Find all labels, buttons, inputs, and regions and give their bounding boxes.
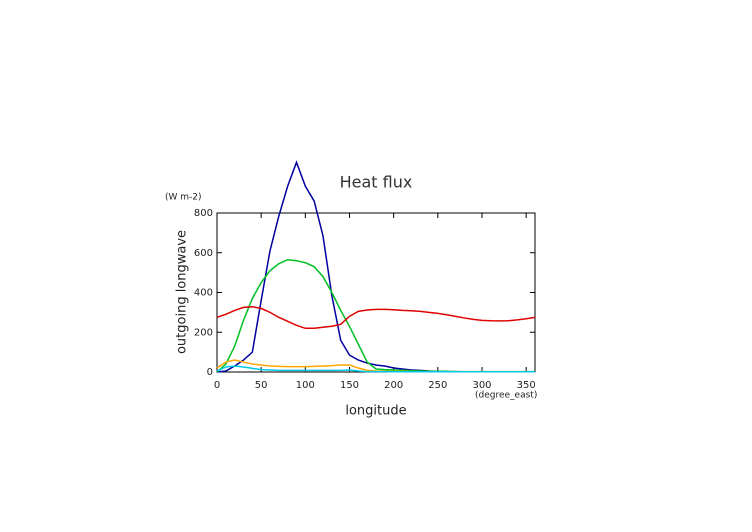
chart-title: Heat flux	[340, 173, 413, 192]
x-tick-label: 250	[428, 380, 447, 391]
x-tick-label: 50	[255, 380, 268, 391]
x-axis-label: longitude	[345, 404, 406, 419]
y-axis-label: outgoing longwave	[175, 230, 190, 354]
y-tick-label: 800	[194, 208, 213, 219]
series-line	[216, 160, 535, 373]
x-tick-label: 200	[384, 380, 403, 391]
x-tick-label: 100	[296, 380, 315, 391]
series-line	[216, 258, 535, 373]
y-tick-label: 200	[194, 327, 213, 338]
y-unit: (W m-2)	[165, 193, 202, 203]
x-unit: (degree_east)	[475, 391, 537, 401]
x-tick-label: 0	[214, 380, 220, 391]
x-tick-label: 150	[340, 380, 359, 391]
series-line	[216, 365, 535, 373]
x-tick-label: 300	[472, 380, 491, 391]
series-line	[216, 306, 536, 330]
y-tick-label: 600	[194, 248, 213, 259]
y-tick-label: 400	[194, 288, 213, 299]
x-tick-label: 350	[517, 380, 536, 391]
plot-frame	[216, 212, 536, 373]
y-tick-label: 0	[207, 367, 213, 378]
